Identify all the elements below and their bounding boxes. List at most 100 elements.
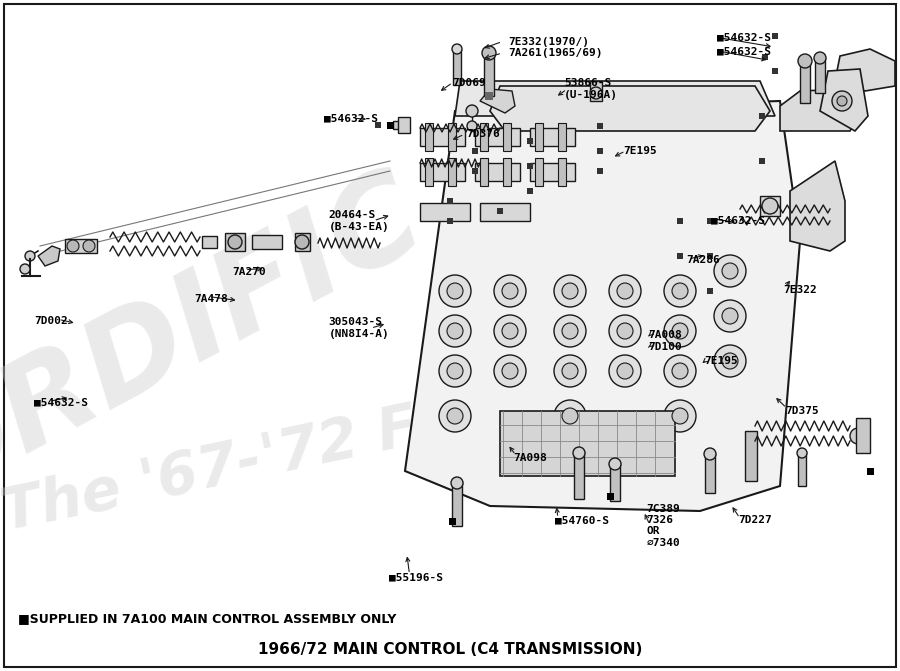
Text: ∅7340: ∅7340 [646,538,680,548]
Polygon shape [780,89,860,131]
Text: 7D069: 7D069 [453,78,486,87]
Bar [590,81,602,101]
Text: 20464-S: 20464-S [328,210,376,219]
Bar [420,128,465,146]
Circle shape [617,283,633,299]
Bar [707,288,713,294]
Circle shape [814,52,826,64]
Polygon shape [490,86,770,131]
Bar [420,163,465,181]
Circle shape [562,323,578,339]
Bar [202,236,217,248]
Circle shape [439,315,471,347]
Circle shape [722,263,738,279]
Circle shape [832,91,852,111]
Bar [856,418,870,453]
Circle shape [590,87,602,99]
Circle shape [704,448,716,460]
Text: ■54632-S: ■54632-S [34,398,88,407]
Bar [485,92,493,100]
Bar [393,121,401,129]
Text: OR: OR [646,527,660,536]
Text: 7A478: 7A478 [194,294,229,303]
Text: 7D227: 7D227 [738,515,772,525]
Circle shape [447,363,463,379]
Circle shape [83,240,95,252]
Circle shape [664,275,696,307]
Circle shape [617,323,633,339]
Bar [610,463,620,501]
Circle shape [554,400,586,432]
Polygon shape [820,69,868,131]
Circle shape [714,300,746,332]
Circle shape [672,408,688,424]
Circle shape [447,323,463,339]
Text: The '67-'72 FORD: The '67-'72 FORD [0,369,563,543]
Polygon shape [835,49,895,91]
Bar [448,158,456,186]
Circle shape [664,355,696,387]
Bar [398,117,410,133]
Text: 7D100: 7D100 [648,342,682,352]
Text: 305043-S: 305043-S [328,317,382,327]
Text: ■54632-S: ■54632-S [324,114,378,123]
Bar [597,148,603,154]
Text: 7A270: 7A270 [232,267,266,276]
Text: 7C389: 7C389 [646,504,680,513]
Circle shape [617,363,633,379]
Circle shape [502,323,518,339]
Bar [759,113,765,119]
Text: (NN8I4-A): (NN8I4-A) [328,329,389,339]
Bar [527,138,533,144]
Text: (B-43-EA): (B-43-EA) [328,222,389,231]
Bar [745,431,757,481]
Circle shape [439,355,471,387]
Bar [484,51,494,96]
Circle shape [494,315,526,347]
Text: ■SUPPLIED IN 7A100 MAIN CONTROL ASSEMBLY ONLY: ■SUPPLIED IN 7A100 MAIN CONTROL ASSEMBLY… [18,613,396,625]
Circle shape [722,308,738,324]
Circle shape [850,428,866,444]
Bar [800,61,810,103]
Circle shape [714,255,746,287]
Circle shape [554,275,586,307]
Bar [475,128,520,146]
Circle shape [482,46,496,60]
Circle shape [664,315,696,347]
Circle shape [439,275,471,307]
Text: 7D375: 7D375 [785,406,819,415]
Circle shape [609,275,641,307]
Bar [597,168,603,174]
Bar [535,123,543,151]
Bar [707,253,713,259]
Circle shape [451,477,463,489]
Bar [475,163,520,181]
Bar [607,493,614,499]
Circle shape [562,408,578,424]
Bar [386,121,393,129]
Bar [472,168,478,174]
Bar [225,233,245,251]
Text: 1966/72 MAIN CONTROL (C4 TRANSMISSION): 1966/72 MAIN CONTROL (C4 TRANSMISSION) [257,641,643,656]
Circle shape [494,355,526,387]
Bar [798,451,806,486]
Circle shape [502,363,518,379]
Bar [574,451,584,499]
Text: 7E195: 7E195 [624,146,657,156]
Bar [677,253,683,259]
Bar [759,158,765,164]
Circle shape [228,235,242,249]
Polygon shape [455,81,775,116]
Bar [295,233,310,251]
Bar [527,188,533,194]
Text: 7E322: 7E322 [783,285,817,295]
Bar [480,158,488,186]
Bar [500,411,675,476]
Bar [707,218,713,224]
Bar [480,123,488,151]
Circle shape [798,54,812,68]
Circle shape [447,283,463,299]
Polygon shape [790,161,845,251]
Bar [772,68,778,74]
Text: 7326: 7326 [646,515,673,525]
